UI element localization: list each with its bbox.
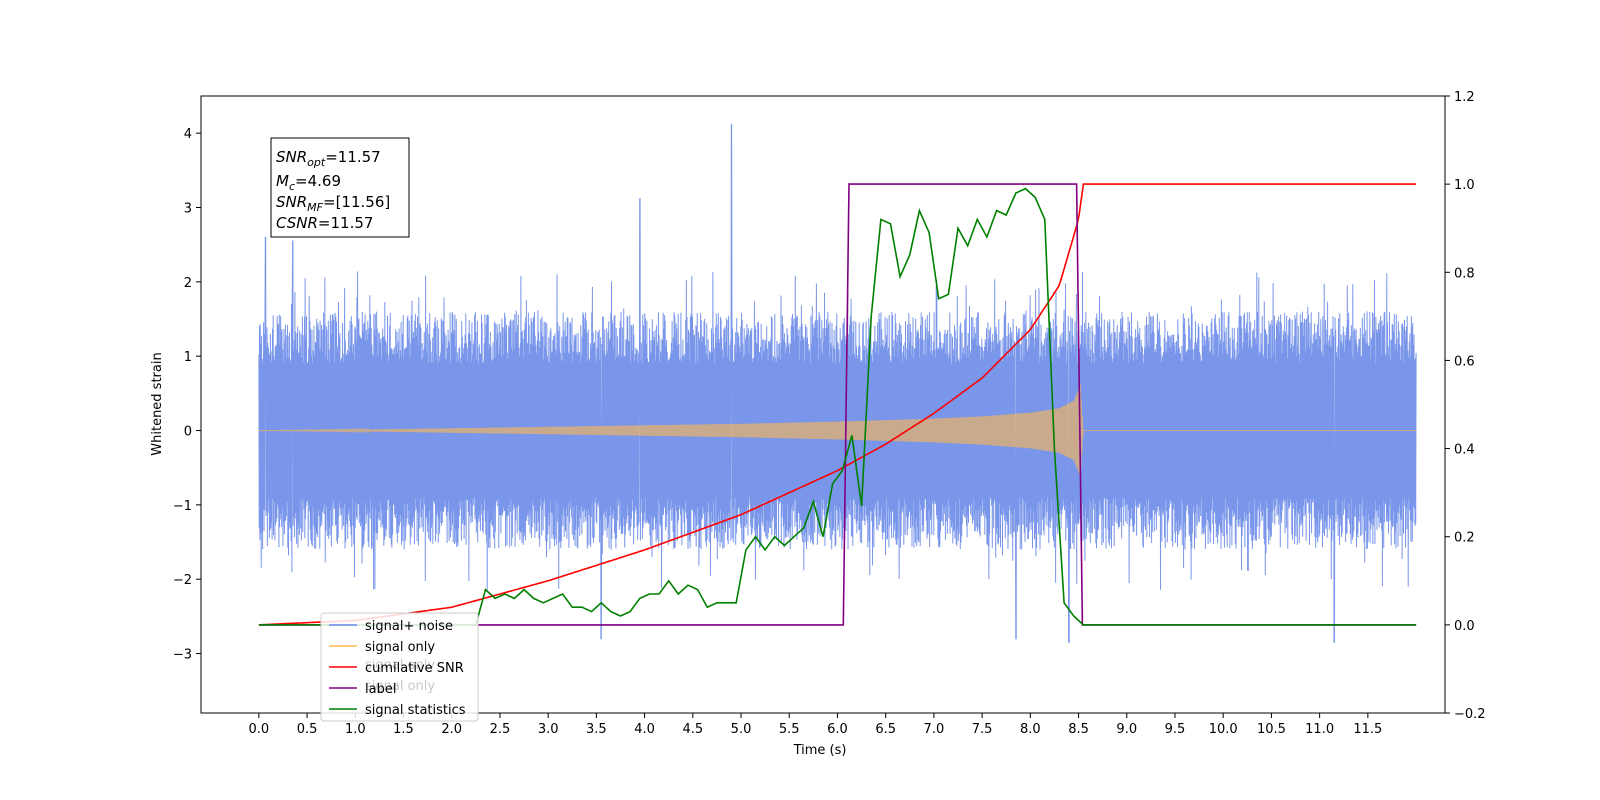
y2-tick-label: 0.8 bbox=[1454, 266, 1475, 281]
x-tick-label: 6.5 bbox=[875, 722, 896, 737]
x-tick-label: 4.0 bbox=[634, 722, 655, 737]
y2-tick-label: 0.2 bbox=[1454, 531, 1475, 546]
legend-label: signal statistics bbox=[365, 703, 466, 718]
x-tick-label: 2.0 bbox=[441, 722, 462, 737]
legend-label: signal only bbox=[365, 640, 435, 655]
x-tick-label: 0.0 bbox=[249, 722, 270, 737]
axes-frame bbox=[200, 95, 1446, 714]
plot-area bbox=[258, 123, 1417, 643]
x-tick-label: 11.5 bbox=[1353, 722, 1382, 737]
y-tick-label: 0 bbox=[184, 425, 192, 440]
legend-label: label bbox=[365, 682, 396, 697]
y-tick-label: 3 bbox=[184, 202, 192, 217]
y-tick-label: 1 bbox=[184, 350, 192, 365]
y-axis-label: Whitened strain bbox=[150, 352, 165, 455]
y-tick-label: −3 bbox=[173, 648, 192, 663]
y-tick-label: 4 bbox=[184, 127, 192, 142]
x-tick-label: 7.5 bbox=[972, 722, 993, 737]
y2-tick-label: 0.4 bbox=[1454, 443, 1475, 458]
legend-box bbox=[320, 612, 479, 722]
series-signal-statistics bbox=[258, 187, 1417, 626]
y-tick-label: 2 bbox=[184, 276, 192, 291]
legend: signal only signal only signal+ noise si… bbox=[320, 612, 479, 722]
annotation-line: Mc=4.69 bbox=[276, 172, 341, 193]
y2-tick-label: 0.0 bbox=[1454, 619, 1475, 634]
x-tick-label: 10.5 bbox=[1257, 722, 1286, 737]
series-signal-noise bbox=[258, 123, 1417, 643]
y2-tick-label: 1.0 bbox=[1454, 178, 1475, 193]
x-tick-label: 3.5 bbox=[586, 722, 607, 737]
x-tick-label: 3.0 bbox=[538, 722, 559, 737]
series-signal-only bbox=[258, 384, 1417, 476]
annotation-box: SNRopt=11.57 Mc=4.69 SNRMF=[11.56] CSNR=… bbox=[270, 137, 410, 238]
axis-ticks: 0.0 0.5 1.0 1.5 2.0 2.5 3.0 3.5 4.0 4.5 5.0 5.5 6.0 6… bbox=[173, 90, 1486, 737]
y2-tick-label: −0.2 bbox=[1454, 707, 1486, 722]
x-tick-label: 9.0 bbox=[1116, 722, 1137, 737]
x-tick-label: 10.0 bbox=[1209, 722, 1238, 737]
x-tick-label: 8.0 bbox=[1020, 722, 1041, 737]
y2-tick-label: 1.2 bbox=[1454, 90, 1475, 105]
y-tick-label: −1 bbox=[173, 499, 192, 514]
legend-label: signal+ noise bbox=[365, 619, 453, 634]
y-tick-label: −2 bbox=[173, 573, 192, 588]
x-tick-label: 2.5 bbox=[490, 722, 511, 737]
legend-ghost-label: signal only bbox=[365, 658, 435, 673]
annotation-line: CSNR=11.57 bbox=[276, 214, 373, 232]
x-axis-label: Time (s) bbox=[793, 743, 847, 758]
legend-label: cumilative SNR bbox=[365, 661, 464, 676]
x-tick-label: 7.0 bbox=[924, 722, 945, 737]
x-tick-label: 6.0 bbox=[827, 722, 848, 737]
annotation-line: SNRMF=[11.56] bbox=[276, 193, 390, 214]
x-tick-label: 9.5 bbox=[1165, 722, 1186, 737]
x-tick-label: 1.0 bbox=[345, 722, 366, 737]
y2-tick-label: 0.6 bbox=[1454, 354, 1475, 369]
x-tick-label: 1.5 bbox=[393, 722, 414, 737]
x-tick-label: 0.5 bbox=[297, 722, 318, 737]
annotation-line: SNRopt=11.57 bbox=[276, 148, 381, 169]
x-tick-label: 5.5 bbox=[779, 722, 800, 737]
x-tick-label: 5.0 bbox=[731, 722, 752, 737]
x-tick-label: 11.0 bbox=[1305, 722, 1334, 737]
legend-ghost-label: signal only bbox=[365, 679, 435, 694]
x-tick-label: 8.5 bbox=[1068, 722, 1089, 737]
x-tick-label: 4.5 bbox=[682, 722, 703, 737]
